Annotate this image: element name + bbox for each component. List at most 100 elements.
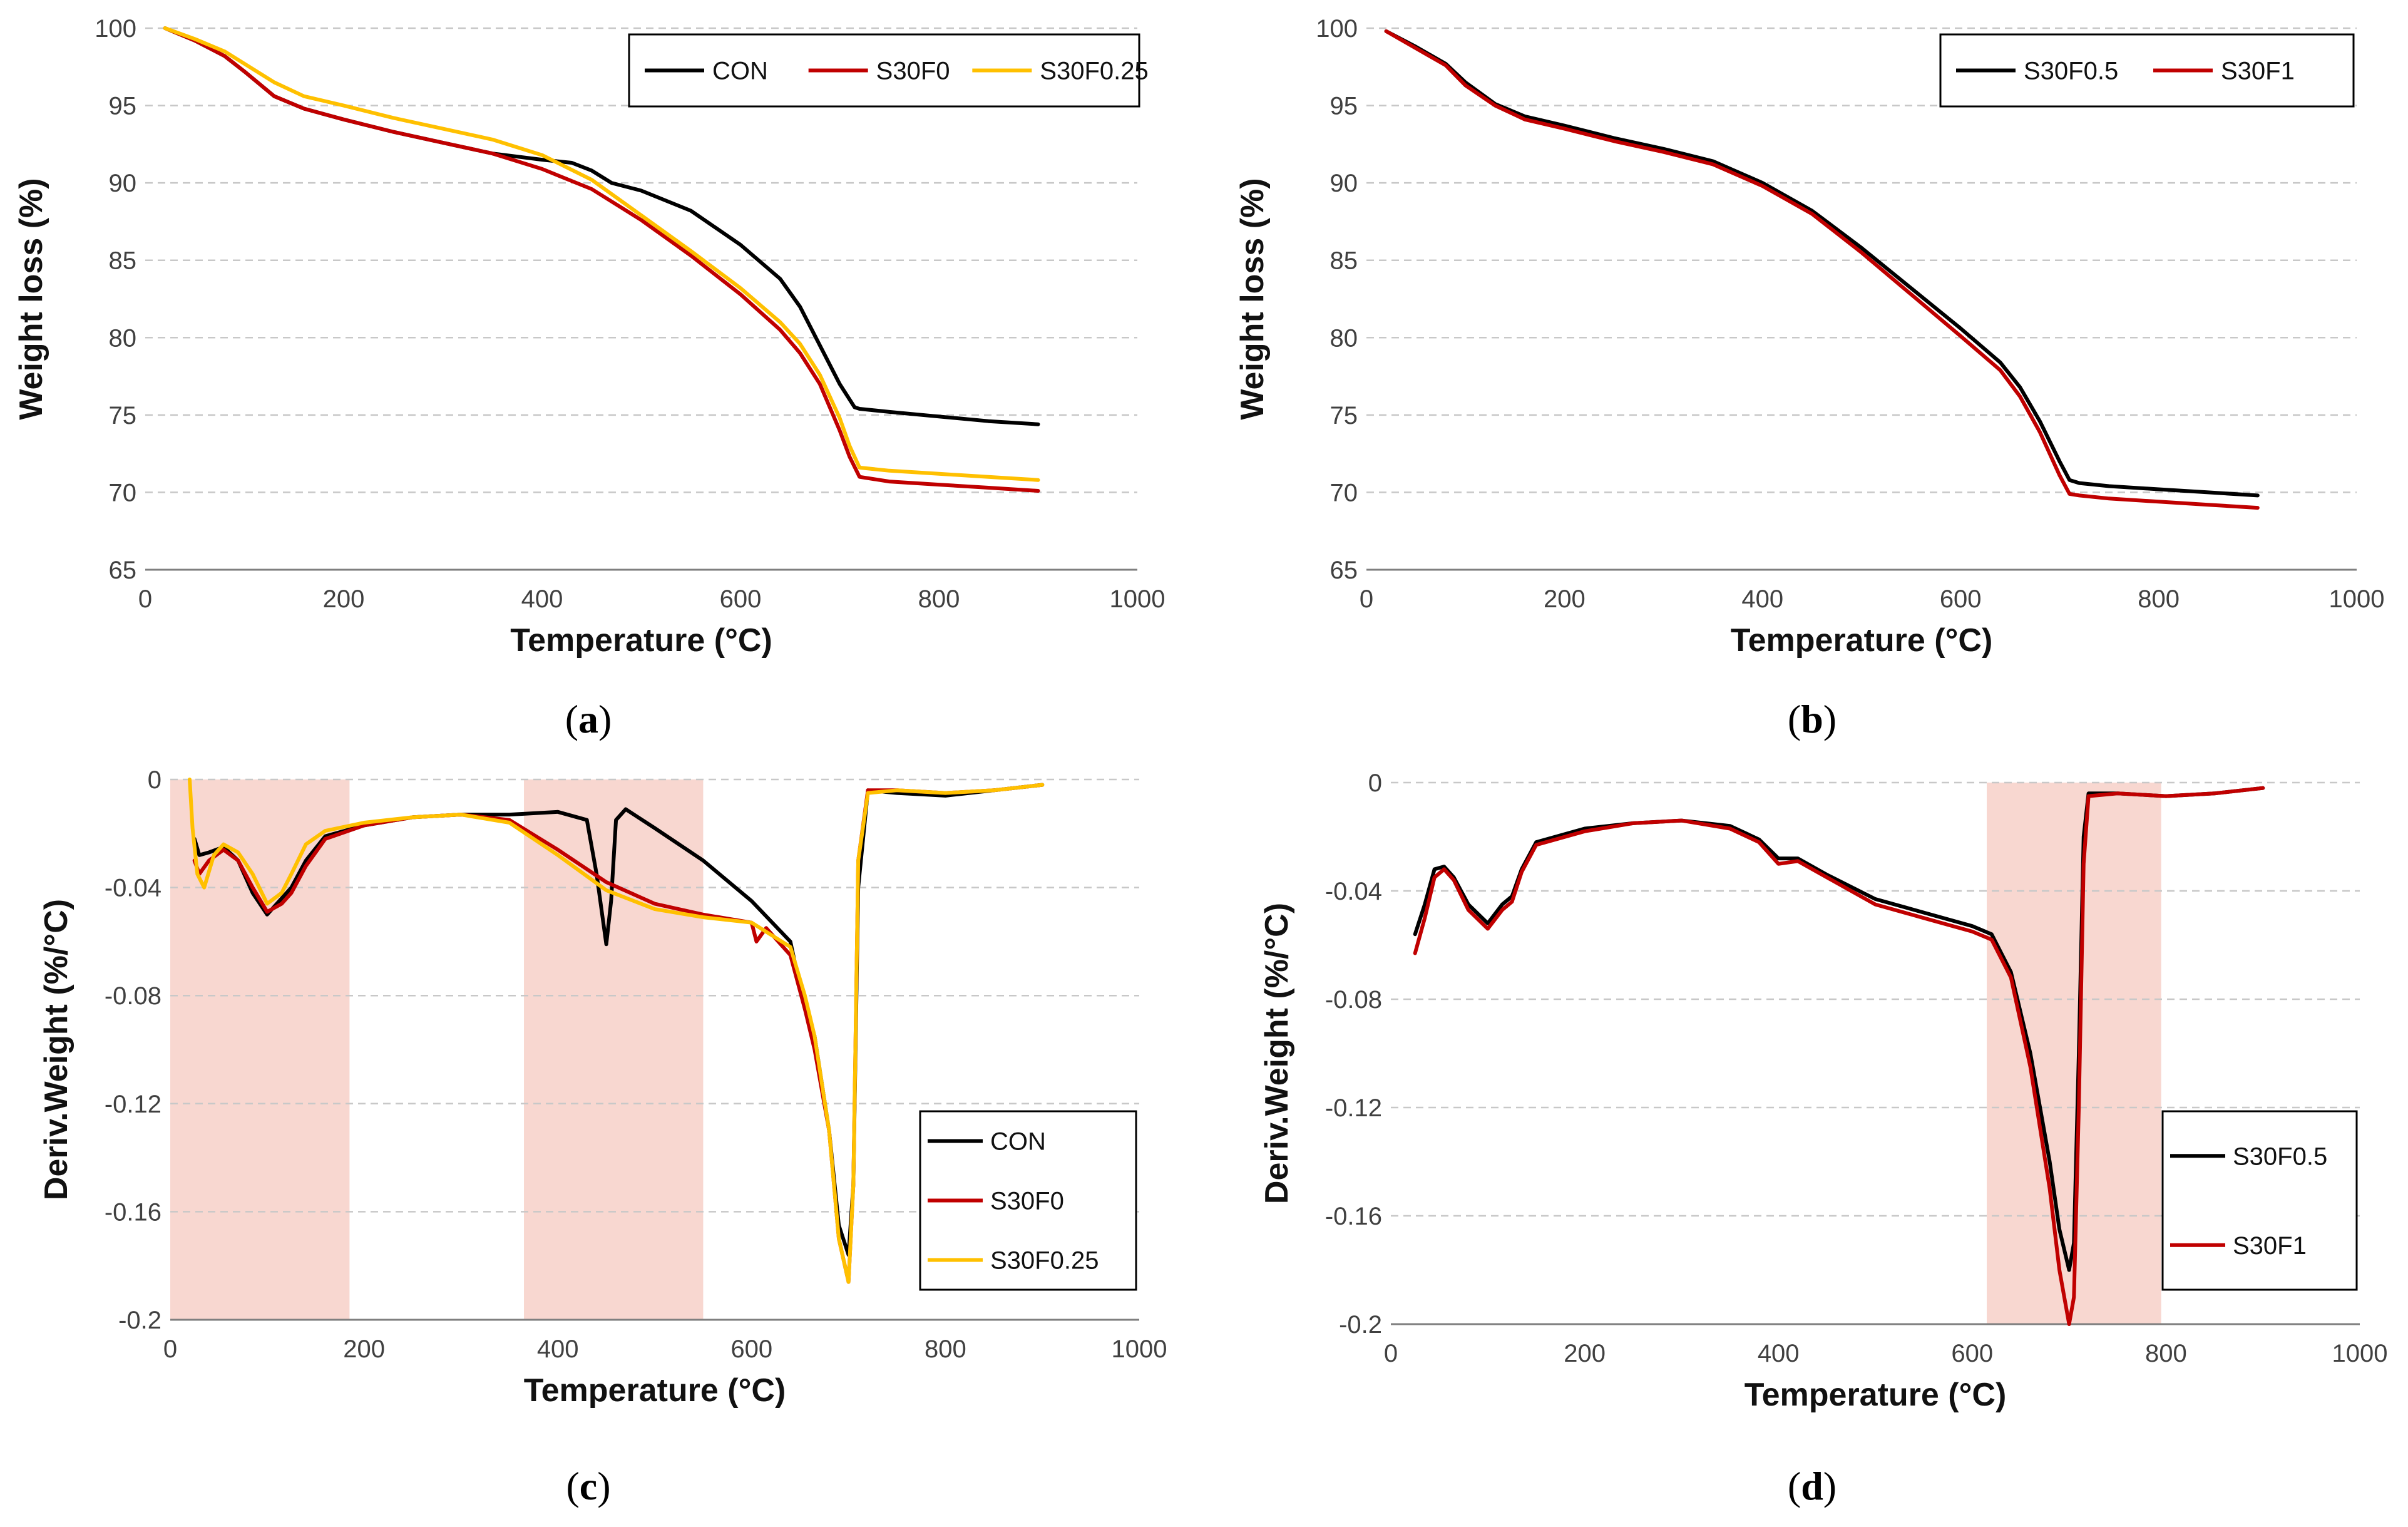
y-tick-label: -0.04 [105,875,161,902]
x-tick-label: 600 [1951,1340,1993,1367]
y-axis-title: Deriv.Weight (%/°C) [38,899,74,1200]
y-tick-label: -0.2 [1339,1311,1382,1339]
y-tick-label: 70 [109,479,137,506]
x-tick-label: 200 [323,585,365,613]
x-tick-label: 400 [521,585,563,613]
y-tick-label: 90 [1330,170,1358,197]
legend: CON S30F0 S30F0.25 [919,1110,1137,1291]
legend-box [2161,1110,2358,1291]
legend-label: S30F0 [990,1188,1064,1215]
x-tick-label: 800 [918,585,960,613]
y-tick-label: -0.16 [105,1198,161,1226]
panel-caption: (b) [1788,697,1837,741]
caption-open-paren: ( [566,1464,579,1508]
y-axis-title: Weight loss (%) [13,178,49,419]
y-tick-label: 80 [109,324,137,352]
legend-label: S30F0.25 [990,1247,1099,1275]
series-line-s30f1 [1413,786,2265,1326]
x-tick-label: 600 [720,585,762,613]
chart-panel-c: -0.2 -0.16 -0.12 -0.08 -0.04 0 0 200 400 600 800 10… [38,766,1167,1508]
chart-panel-d: -0.2 -0.16 -0.12 -0.08 -0.04 0 0 200 400 600 800 10… [1259,769,2387,1508]
x-tick-label: 0 [163,1335,177,1363]
y-tick-label: 0 [148,766,161,794]
caption-letter: a [578,697,598,741]
y-tick-label: 95 [109,93,137,120]
x-axis-title: Temperature (°C) [1745,1377,2007,1413]
panel-caption: (a) [565,697,612,741]
y-axis-title: Deriv.Weight (%/°C) [1259,903,1295,1204]
y-tick-label: -0.08 [105,982,161,1010]
x-axis-title: Temperature (°C) [510,622,772,659]
caption-letter: c [580,1464,597,1508]
caption-open-paren: ( [1788,697,1801,741]
y-tick-label: -0.12 [1325,1094,1382,1122]
x-tick-label: 400 [1758,1340,1800,1367]
y-axis-title: Weight loss (%) [1234,178,1271,419]
caption-close-paren: ) [597,1464,610,1508]
legend-label: S30F0.5 [2233,1143,2327,1170]
legend-label: CON [712,58,768,85]
x-tick-label: 400 [1741,585,1783,613]
x-tick-label: 1000 [2329,585,2385,613]
y-tick-label: 75 [1330,402,1358,429]
x-tick-label: 200 [343,1335,385,1363]
y-tick-label: -0.08 [1325,986,1382,1014]
caption-letter: b [1801,697,1823,741]
caption-letter: d [1801,1464,1823,1508]
y-tick-label: -0.12 [105,1091,161,1118]
series-line-s30f0-25 [163,26,1040,482]
legend-label: S30F0 [876,58,950,85]
y-tick-label: 0 [1368,769,1382,797]
legend-label: S30F1 [2221,58,2295,85]
legend: S30F0.5 S30F1 [1939,33,2355,108]
legend-label: S30F0.25 [1040,58,1148,85]
x-tick-label: 200 [1564,1340,1606,1367]
caption-close-paren: ) [1823,697,1837,741]
legend-label: CON [990,1128,1046,1156]
y-tick-label: 65 [1330,557,1358,584]
y-tick-label: -0.16 [1325,1203,1382,1230]
shaded-region-1 [170,779,350,1320]
x-tick-label: 200 [1544,585,1586,613]
caption-open-paren: ( [1788,1464,1801,1508]
x-tick-label: 0 [138,585,152,613]
y-tick-label: 75 [109,402,137,429]
caption-close-paren: ) [598,697,612,741]
x-axis-title: Temperature (°C) [524,1372,786,1409]
x-tick-label: 400 [537,1335,579,1363]
caption-close-paren: ) [1823,1464,1837,1508]
y-tick-label: 95 [1330,93,1358,120]
x-tick-label: 1000 [2332,1340,2388,1367]
y-tick-label: 90 [109,170,137,197]
series-line-s30f0-25 [188,778,1045,1284]
x-tick-label: 1000 [1110,585,1166,613]
y-tick-label: -0.04 [1325,878,1382,905]
series-line-s30f1 [1384,29,2260,510]
legend: S30F0.5 S30F1 [2161,1110,2358,1291]
legend: CON S30F0 S30F0.25 [628,33,1149,108]
x-tick-label: 800 [2145,1340,2187,1367]
x-tick-label: 600 [730,1335,772,1363]
x-tick-label: 0 [1384,1340,1398,1367]
y-tick-label: 85 [109,247,137,275]
x-tick-label: 800 [2138,585,2180,613]
y-tick-label: 100 [1316,15,1358,43]
y-tick-label: -0.2 [118,1307,161,1334]
y-tick-label: 70 [1330,479,1358,506]
panel-caption: (d) [1788,1464,1837,1508]
legend-label: S30F1 [2233,1232,2307,1260]
y-tick-label: 80 [1330,324,1358,352]
series-line-s30f0 [163,26,1040,493]
x-axis-title: Temperature (°C) [1731,622,1993,659]
x-tick-label: 0 [1360,585,1373,613]
x-tick-label: 600 [1940,585,1982,613]
legend-label: S30F0.5 [2024,58,2118,85]
panel-caption: (c) [566,1464,610,1508]
legend-box [628,33,1140,108]
x-tick-label: 800 [925,1335,966,1363]
caption-open-paren: ( [565,697,578,741]
y-tick-label: 65 [109,557,137,584]
x-tick-label: 1000 [1112,1335,1167,1363]
